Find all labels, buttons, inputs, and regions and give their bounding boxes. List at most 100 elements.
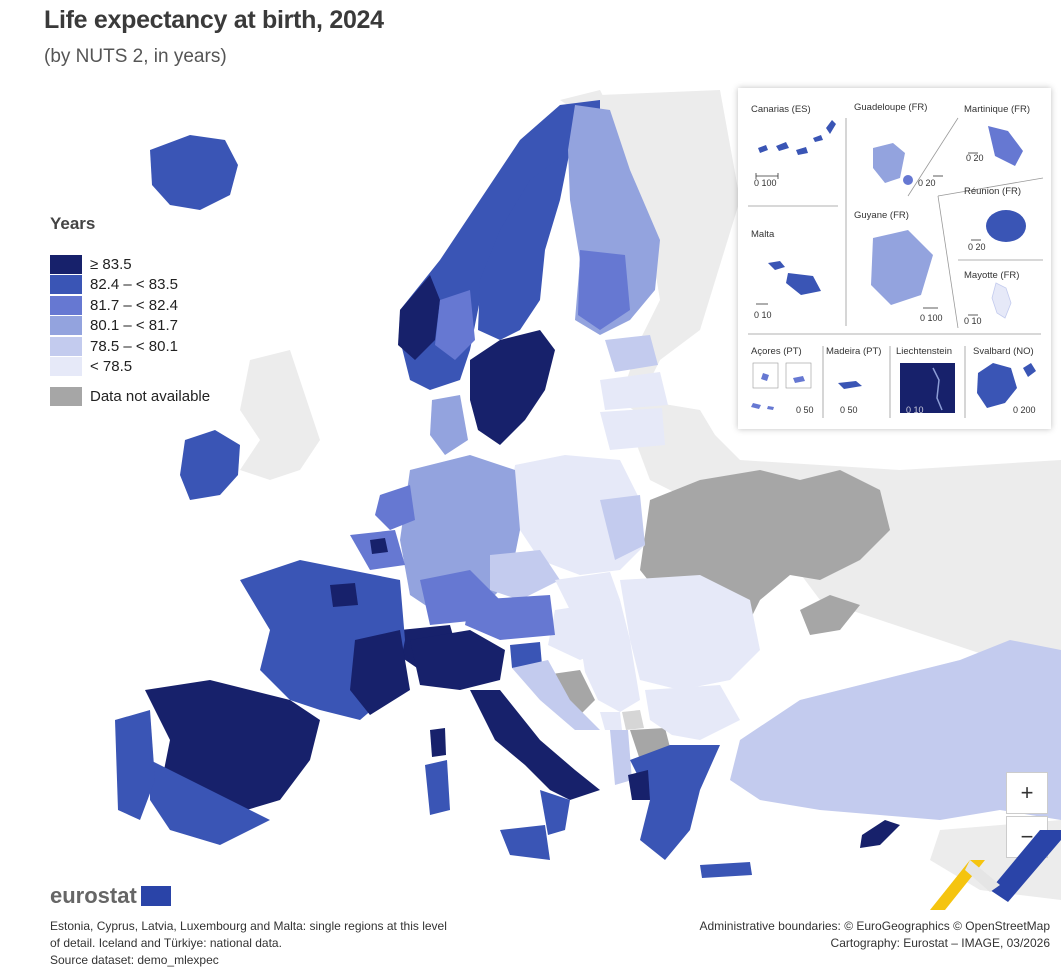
brussels [370, 538, 388, 554]
legend-item-na: Data not available [50, 387, 210, 406]
credits-line: Cartography: Eurostat – IMAGE, 03/2026 [830, 936, 1050, 950]
inset-label-guadeloupe: Guadeloupe (FR) [854, 102, 928, 113]
corsica [430, 728, 446, 757]
italy-south [540, 790, 570, 835]
inset-label-malta: Malta [751, 229, 775, 240]
map-subtitle: (by NUTS 2, in years) [44, 46, 227, 67]
latvia [600, 372, 668, 410]
uk-land [240, 350, 320, 480]
footnote-line: Source dataset: demo_mlexpec [50, 953, 219, 967]
serbia [580, 640, 640, 712]
inset-label-canarias: Canarias (ES) [751, 104, 811, 115]
denmark [430, 395, 468, 455]
sicily [500, 825, 550, 860]
legend-label: 82.4 – < 83.5 [90, 276, 178, 294]
italy-north [410, 630, 505, 690]
eurostat-logo: eurostat [50, 883, 171, 909]
zoom-in-button[interactable]: + [1006, 772, 1048, 814]
legend-item: < 78.5 [50, 357, 210, 378]
kosovo-na [622, 710, 644, 730]
ireland [180, 430, 240, 500]
legend-item: 82.4 – < 83.5 [50, 275, 210, 296]
inset-scale: 0 20 [918, 178, 936, 188]
austria [465, 595, 555, 640]
footnote: Estonia, Cyprus, Latvia, Luxembourg and … [50, 918, 447, 969]
slovenia [510, 642, 542, 668]
spain-south [150, 760, 270, 845]
croatia [512, 660, 600, 730]
sweden-south [470, 330, 555, 445]
inset-scale: 0 10 [964, 316, 982, 326]
norway-west [398, 275, 440, 360]
credits-line: Administrative boundaries: © EuroGeograp… [699, 919, 1050, 933]
greece [630, 745, 720, 860]
inset-label-svalbard: Svalbard (NO) [973, 346, 1034, 357]
footnote-line: of detail. Iceland and Türkiye: national… [50, 936, 282, 950]
map-title: Life expectancy at birth, 2024 [44, 6, 384, 34]
legend-swatch [50, 295, 82, 315]
legend-label-na: Data not available [90, 388, 211, 405]
inset-scale: 0 50 [796, 405, 814, 415]
legend-label: 80.1 – < 81.7 [90, 317, 178, 335]
legend-swatch [50, 336, 82, 356]
legend-item: 80.1 – < 81.7 [50, 316, 210, 337]
inset-label-guyane: Guyane (FR) [854, 210, 909, 221]
inset-panel: Canarias (ES) 0 100 Guadeloupe (FR) 0 20… [738, 88, 1051, 429]
legend-swatch [50, 316, 82, 336]
russia-land [600, 90, 1061, 680]
inset-scale: 0 20 [966, 153, 984, 163]
legend: Years ≥ 83.5 82.4 – < 83.5 81.7 – < 82.4… [50, 214, 210, 406]
paris [330, 583, 358, 607]
czechia [490, 550, 560, 600]
cyprus [860, 820, 900, 848]
norway-oslo [435, 290, 475, 360]
footnote-line: Estonia, Cyprus, Latvia, Luxembourg and … [50, 919, 447, 933]
inset-label-martinique: Martinique (FR) [964, 104, 1030, 115]
legend-swatch [50, 357, 82, 377]
romania [620, 575, 760, 690]
legend-item: ≥ 83.5 [50, 254, 210, 275]
portugal [115, 710, 155, 820]
iceland [150, 135, 238, 210]
albania [610, 730, 632, 785]
sweden [478, 150, 570, 340]
italy-peninsula [470, 690, 600, 800]
legend-label: 81.7 – < 82.4 [90, 296, 178, 314]
inset-label-mayotte: Mayotte (FR) [964, 270, 1020, 281]
legend-item: 78.5 – < 80.1 [50, 336, 210, 357]
legend-label: ≥ 83.5 [90, 255, 132, 273]
crimea-na [800, 595, 860, 635]
inset-scale: 0 20 [968, 242, 986, 252]
legend-swatch [50, 254, 82, 274]
turkey [730, 640, 1061, 820]
inset-label-acores: Açores (PT) [751, 346, 802, 357]
legend-item: 81.7 – < 82.4 [50, 295, 210, 316]
netherlands [375, 485, 415, 530]
legend-swatch-na [50, 387, 82, 406]
legend-swatch [50, 275, 82, 295]
lithuania [600, 408, 665, 450]
inset-scale: 0 200 [1013, 405, 1036, 415]
legend-label: 78.5 – < 80.1 [90, 337, 178, 355]
inset-scale: 0 100 [754, 178, 777, 188]
bulgaria [645, 685, 740, 740]
crete [700, 862, 752, 878]
inset-scale: 0 50 [840, 405, 858, 415]
montenegro [600, 712, 622, 730]
legend-title: Years [50, 214, 96, 233]
decorative-stripes [930, 830, 1061, 910]
inset-label-madeira: Madeira (PT) [826, 346, 882, 357]
sardinia [425, 760, 450, 815]
inset-label-liechtenstein: Liechtenstein [896, 346, 952, 357]
inset-shapes [748, 117, 1044, 418]
legend-label: < 78.5 [90, 358, 133, 376]
france-southeast [350, 630, 410, 715]
finland-mid [578, 250, 630, 330]
greece-west [628, 770, 650, 800]
eurostat-logo-text: eurostat [50, 883, 137, 908]
eu-flag-icon [140, 886, 171, 906]
poland-east [600, 495, 645, 560]
inset-scale: 0 10 [754, 310, 772, 320]
slovakia [555, 572, 620, 610]
